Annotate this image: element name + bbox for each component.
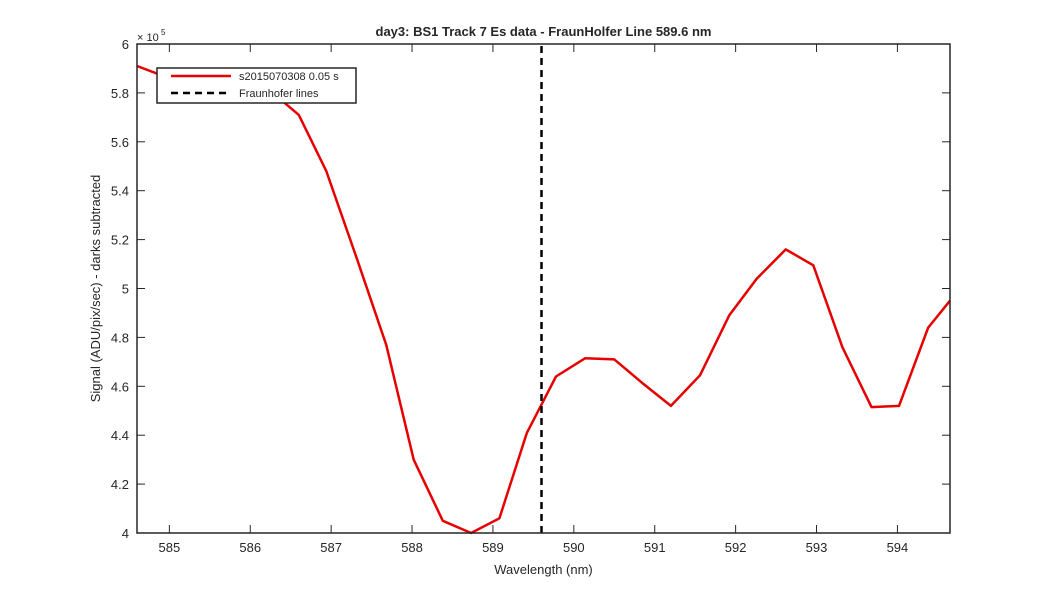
ticks-layer: 585 586 587 588 589 590 591 592 593 594 4 4.2 4.4 4.6… (111, 37, 950, 555)
y-tick-label: 4.2 (111, 477, 129, 492)
x-tick-label: 590 (563, 540, 585, 555)
y-exponent-multiplier: × 10 (137, 32, 159, 44)
y-exponent-power: 5 (161, 28, 166, 37)
y-tick-label: 4.4 (111, 428, 129, 443)
y-tick-label: 5.4 (111, 184, 129, 199)
y-exponent-label: × 10 5 (137, 28, 166, 44)
y-tick-label: 5.2 (111, 233, 129, 248)
legend-box (156, 67, 357, 104)
y-axis-label: Signal (ADU/pix/sec) - darks subtracted (88, 175, 103, 403)
plot-area (137, 44, 950, 533)
x-tick-label: 588 (401, 540, 423, 555)
y-tick-label: 4.6 (111, 379, 129, 394)
y-tick-label: 5.6 (111, 135, 129, 150)
legend: s2015070308 0.05 s Fraunhofer lines (156, 67, 357, 104)
x-axis-label: Wavelength (nm) (494, 562, 593, 577)
x-tick-label: 585 (159, 540, 181, 555)
x-tick-label: 592 (725, 540, 747, 555)
y-tick-label: 4 (122, 526, 129, 541)
x-tick-label: 587 (320, 540, 342, 555)
y-tick-label: 4.8 (111, 330, 129, 345)
chart-title: day3: BS1 Track 7 Es data - FraunHolfer … (376, 24, 712, 39)
x-tick-label: 594 (887, 540, 909, 555)
x-tick-label: 593 (806, 540, 828, 555)
axes-box (136, 43, 951, 534)
legend-label-fraunhofer: Fraunhofer lines (239, 88, 319, 100)
y-tick-label: 5 (122, 282, 129, 297)
y-tick-label: 5.8 (111, 86, 129, 101)
legend-label-series: s2015070308 0.05 s (239, 71, 339, 83)
x-tick-label: 591 (644, 540, 666, 555)
y-tick-label: 6 (122, 37, 129, 52)
x-tick-label: 589 (482, 540, 504, 555)
x-tick-label: 586 (239, 540, 261, 555)
